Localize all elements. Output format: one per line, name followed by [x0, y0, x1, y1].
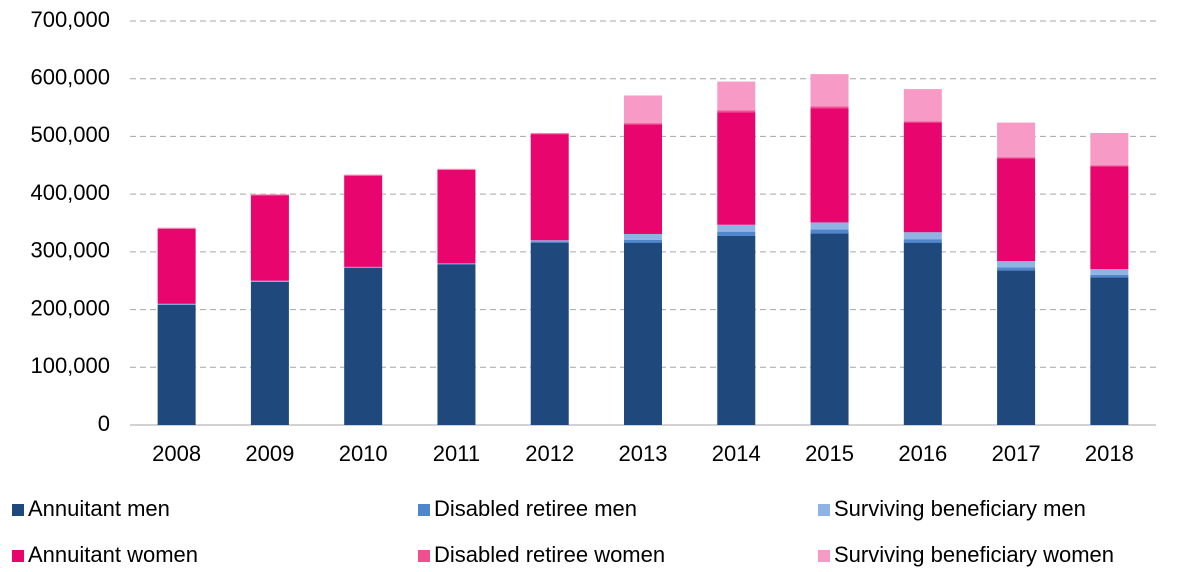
bar-segment	[903, 89, 942, 122]
x-tick-label: 2016	[898, 441, 947, 466]
bar-segment	[157, 228, 196, 304]
legend-swatch	[818, 504, 830, 516]
bar-segment	[1090, 165, 1129, 167]
y-tick-label: 0	[98, 411, 110, 436]
bar-segment	[157, 227, 196, 229]
bar-segment	[624, 242, 662, 425]
x-tick-label: 2011	[433, 441, 480, 466]
bar-segment	[997, 122, 1036, 158]
bar-segment	[1090, 274, 1129, 278]
x-tick-label: 2014	[712, 441, 761, 466]
bar-segment	[903, 242, 942, 425]
bar-segment	[250, 194, 289, 195]
bar-segment	[1090, 166, 1129, 270]
y-tick-label: 100,000	[30, 353, 110, 378]
x-tick-label: 2008	[152, 441, 201, 466]
bar-segment	[250, 281, 289, 282]
y-tick-label: 700,000	[30, 7, 110, 32]
bar-segment	[624, 123, 662, 125]
x-tick-label: 2010	[339, 441, 388, 466]
legend-label: Annuitant women	[28, 542, 198, 567]
bar-segment	[530, 240, 569, 242]
legend-swatch	[12, 504, 24, 516]
bar-segment	[344, 174, 383, 176]
bar-segment	[717, 231, 756, 236]
bar-segment	[250, 280, 289, 282]
bar-segment	[997, 157, 1036, 159]
bar-segment	[997, 267, 1036, 271]
bar-segment	[530, 134, 569, 241]
bar-segment	[344, 175, 383, 176]
bar-segment	[810, 74, 849, 107]
bar-segment	[344, 266, 383, 268]
bar-segment	[530, 132, 569, 134]
bar-segment	[437, 168, 476, 170]
bar-segment	[810, 229, 849, 234]
bar-segment	[530, 133, 569, 135]
legend-swatch	[418, 550, 430, 562]
x-tick-label: 2018	[1085, 441, 1134, 466]
bar-segment	[1090, 277, 1129, 425]
bar-segment	[717, 235, 756, 425]
x-tick-label: 2017	[992, 441, 1041, 466]
y-tick-label: 500,000	[30, 122, 110, 147]
bar-segment	[717, 224, 756, 232]
x-tick-label: 2009	[245, 441, 294, 466]
bar-segment	[903, 122, 942, 233]
bar-segment	[624, 95, 662, 124]
y-tick-label: 600,000	[30, 65, 110, 90]
bar-segment	[624, 124, 662, 234]
bar-segment	[437, 169, 476, 264]
y-tick-label: 200,000	[30, 295, 110, 320]
bar-segment	[997, 270, 1036, 425]
bar-segment	[530, 241, 569, 243]
bar-segment	[530, 242, 569, 425]
bar-segment	[344, 268, 383, 425]
bar-segment	[997, 261, 1036, 268]
bar-segment	[810, 108, 849, 223]
bar-segment	[810, 106, 849, 109]
bar-segment	[717, 112, 756, 225]
bar-segment	[624, 233, 662, 240]
bar-segment	[810, 233, 849, 425]
bar-segment	[1090, 269, 1129, 275]
y-tick-label: 400,000	[30, 180, 110, 205]
bar-segment	[250, 281, 289, 425]
bar-segment	[903, 121, 942, 123]
bar-segment	[437, 263, 476, 264]
bar-segment	[624, 239, 662, 243]
legend-swatch	[12, 550, 24, 562]
bar-segment	[903, 232, 942, 240]
bar-segment	[717, 81, 756, 111]
bar-segment	[157, 303, 196, 305]
legend-label: Disabled retiree women	[434, 542, 665, 567]
bar-segment	[157, 304, 196, 425]
x-tick-label: 2015	[805, 441, 854, 466]
bar-segment	[344, 267, 383, 269]
y-tick-label: 300,000	[30, 238, 110, 263]
bar-segment	[157, 304, 196, 305]
legend-label: Surviving beneficiary women	[834, 542, 1114, 567]
bar-segment	[903, 239, 942, 243]
bar-segment	[997, 158, 1036, 262]
bar-segment	[810, 222, 849, 230]
x-tick-label: 2012	[525, 441, 574, 466]
legend-swatch	[818, 550, 830, 562]
legend-swatch	[418, 504, 430, 516]
legend-label: Surviving beneficiary men	[834, 496, 1086, 521]
bar-segment	[250, 195, 289, 281]
bar-segment	[250, 194, 289, 196]
bar-segment	[717, 110, 756, 113]
bar-segment	[344, 175, 383, 267]
bar-segment	[437, 263, 476, 265]
bar-segment	[437, 264, 476, 425]
legend-label: Disabled retiree men	[434, 496, 637, 521]
bar-segment	[1090, 132, 1129, 166]
bar-segment	[437, 169, 476, 170]
x-tick-label: 2013	[619, 441, 668, 466]
legend-label: Annuitant men	[28, 496, 170, 521]
bar-segment	[157, 228, 196, 229]
